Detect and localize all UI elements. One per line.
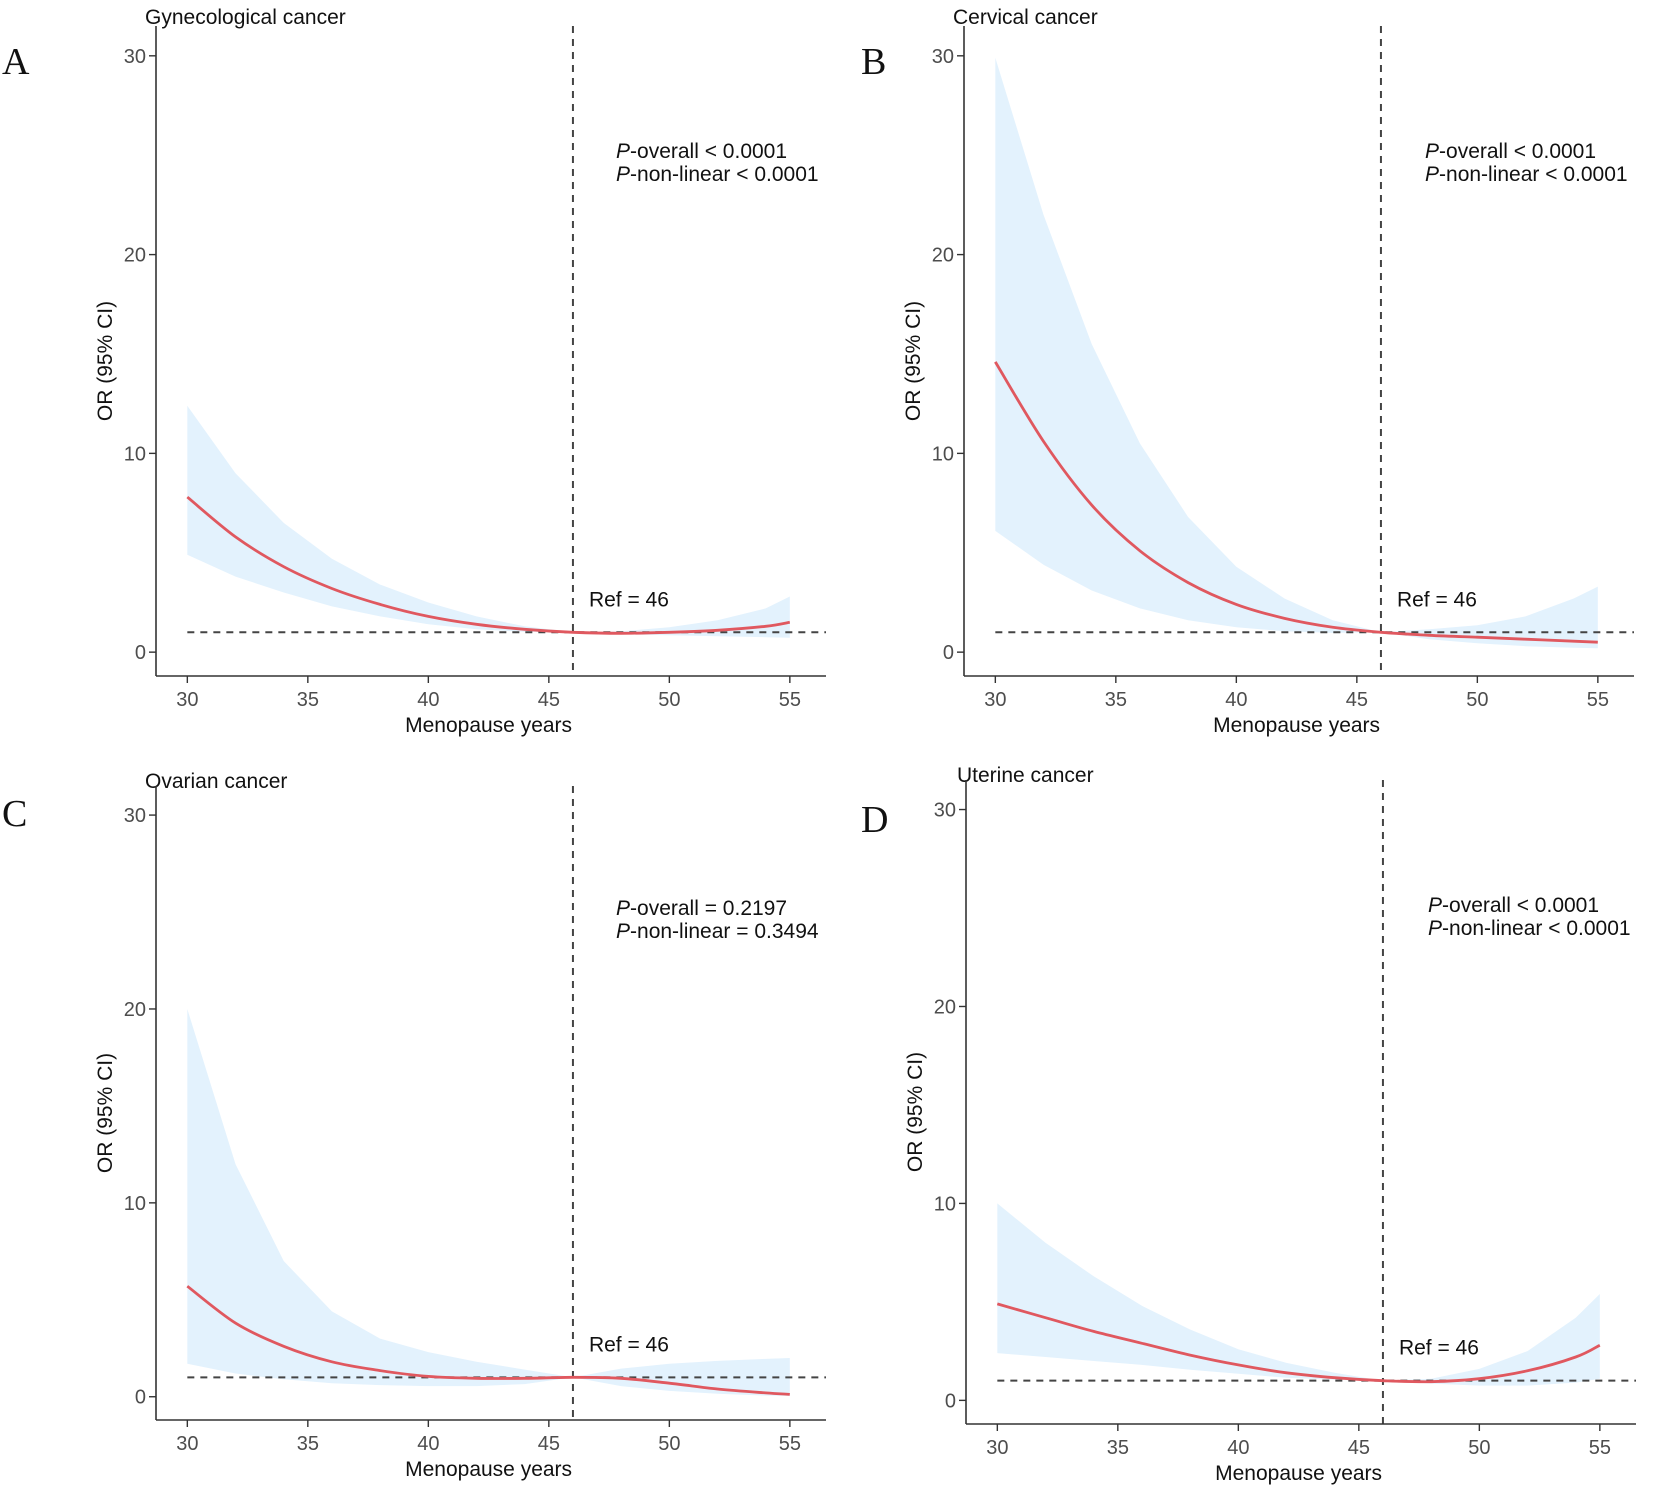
x-tick-label: 55 [1587,689,1609,711]
or-curve [186,1285,790,1396]
y-tick-label: 10 [124,1193,146,1215]
x-tick-label: 35 [1107,1437,1129,1459]
x-tick-label: 35 [1105,689,1127,711]
confidence-band [995,57,1598,649]
x-tick-label: 50 [1468,1437,1490,1459]
p-nonlinear-text: P-non-linear < 0.0001 [1425,163,1628,186]
p-nonlinear-text: P-non-linear < 0.0001 [1428,917,1631,940]
y-tick-label: 20 [124,999,146,1021]
p-nonlinear-text: P-non-linear = 0.3494 [616,920,819,943]
y-tick-label: 0 [945,1390,956,1412]
y-tick-label: 0 [943,642,954,664]
y-tick-label: 30 [124,805,146,827]
y-axis-title: OR (95% CI) [94,1053,117,1173]
x-tick-label: 30 [176,689,198,711]
x-tick-label: 45 [1346,689,1368,711]
p-overall-text: P-overall < 0.0001 [1425,140,1596,163]
y-axis-title: OR (95% CI) [902,301,925,421]
panel-a: A Gynecological cancer 30 35 40 45 50 55 0 10 20 30… [2,6,826,737]
confidence-band [187,405,790,638]
p-overall-text: P-overall = 0.2197 [616,897,787,920]
panel-letter: D [861,799,888,841]
y-tick-label: 10 [124,443,146,465]
reference-label: Ref = 46 [589,588,669,611]
x-tick-label: 30 [986,1437,1008,1459]
y-tick-label: 10 [934,1193,956,1215]
x-tick-label: 40 [1225,689,1247,711]
y-axis-title: OR (95% CI) [904,1052,927,1172]
or-curve [994,361,1598,644]
or-curve [996,1302,1601,1384]
p-overall-text: P-overall < 0.0001 [1428,894,1599,917]
panel-b: B Cervical cancer 30 35 40 45 50 55 0 10 20 30 Menop… [861,6,1634,737]
y-tick-label: 30 [934,800,956,822]
confidence-band [187,1009,790,1396]
x-axis-title: Menopause years [405,1458,572,1481]
y-axis-title: OR (95% CI) [94,301,117,421]
or-curve [186,496,791,635]
x-tick-label: 30 [176,1433,198,1455]
x-tick-label: 35 [297,689,319,711]
panel-title: Cervical cancer [953,6,1098,29]
y-tick-label: 30 [932,46,954,68]
x-axis-title: Menopause years [1213,714,1380,737]
x-tick-label: 50 [658,1433,680,1455]
x-tick-label: 35 [297,1433,319,1455]
x-axis-title: Menopause years [405,714,572,737]
p-nonlinear-text: P-non-linear < 0.0001 [616,163,819,186]
x-tick-label: 45 [538,689,560,711]
y-tick-label: 10 [932,443,954,465]
panel-letter: A [2,41,30,83]
reference-label: Ref = 46 [589,1333,669,1356]
x-tick-label: 55 [1589,1437,1611,1459]
y-tick-label: 30 [124,46,146,68]
y-tick-label: 20 [932,245,954,267]
p-overall-text: P-overall < 0.0001 [616,140,787,163]
x-tick-label: 55 [779,1433,801,1455]
y-tick-label: 0 [135,1387,146,1409]
x-tick-label: 40 [1227,1437,1249,1459]
panel-letter: C [2,793,27,835]
y-tick-label: 0 [135,642,146,664]
x-tick-label: 40 [417,689,439,711]
y-tick-label: 20 [124,245,146,267]
x-tick-label: 30 [984,689,1006,711]
x-axis-title: Menopause years [1215,1462,1382,1485]
panel-title: Ovarian cancer [145,770,287,793]
panel-c: C Ovarian cancer 30 35 40 45 50 55 0 10 20 30 Menopa… [2,770,826,1481]
panel-letter: B [861,41,886,83]
confidence-band [997,1203,1600,1386]
x-tick-label: 50 [658,689,680,711]
x-tick-label: 40 [417,1433,439,1455]
x-tick-label: 55 [779,689,801,711]
reference-label: Ref = 46 [1397,588,1477,611]
x-tick-label: 45 [1348,1437,1370,1459]
y-tick-label: 20 [934,996,956,1018]
panel-title: Uterine cancer [957,764,1094,787]
x-tick-label: 50 [1466,689,1488,711]
panel-title: Gynecological cancer [145,6,346,29]
reference-label: Ref = 46 [1399,1337,1479,1360]
x-tick-label: 45 [538,1433,560,1455]
